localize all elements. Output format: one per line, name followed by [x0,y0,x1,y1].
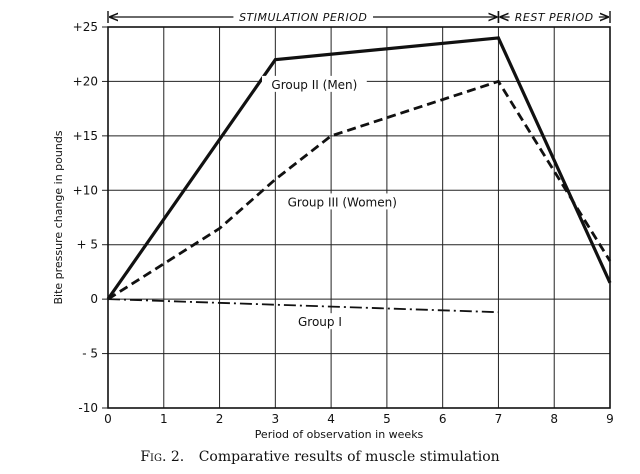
figure-number: Fig. 2. [140,449,185,465]
x-tick-label: 0 [104,412,112,426]
y-axis-title: Bite pressure change in pounds [52,130,65,304]
period-label-bg [233,9,374,24]
period-label-bg [509,9,599,24]
period-bar: STIMULATION PERIOD REST PERIOD [107,9,611,24]
x-tick-label: 5 [383,412,391,426]
series-labels: Group II (Men) Group III (Women) Group I [261,75,406,330]
y-tick-label: 0 [90,292,98,306]
y-tick-label: + 5 [76,238,98,252]
figure-caption: Fig. 2. Comparative results of muscle st… [0,449,640,465]
series-label: Group I [298,315,342,329]
series-line [107,298,499,314]
figure-caption-text: Comparative results of muscle stimulatio… [198,449,500,465]
x-axis-title: Period of observation in weeks [255,428,424,441]
y-tick-label: - 5 [82,347,98,361]
x-tick-labels: 0 1 2 3 4 5 6 7 8 9 [104,412,614,426]
x-tick-label: 6 [439,412,447,426]
series-label: Group II (Men) [271,78,357,92]
y-tick-label: +20 [73,74,98,88]
series-line [107,79,612,301]
series-label-bg [279,193,406,210]
period-label: STIMULATION PERIOD [239,11,367,24]
line-chart: +25 +20 +15 +10 + 5 0 - 5 -10 0 1 2 3 4 5 6 7 8 9 STIMUL… [52,9,614,441]
y-tick-label: -10 [78,401,98,415]
y-tick-label: +15 [73,129,98,143]
series-label: Group III (Women) [288,195,397,209]
x-tick-label: 4 [327,412,335,426]
period-label: REST PERIOD [515,11,594,24]
y-tick-labels: +25 +20 +15 +10 + 5 0 - 5 -10 [73,20,98,415]
series-line [106,36,612,301]
x-tick-label: 2 [216,412,224,426]
x-tick-label: 7 [495,412,503,426]
x-tick-label: 3 [272,412,280,426]
plot-frame [107,26,611,409]
x-tick-label: 1 [160,412,168,426]
series-label-bg [292,313,348,330]
x-tick-label: 9 [606,412,614,426]
y-tick-label: +10 [73,183,98,197]
y-tick-label: +25 [73,20,98,34]
x-tick-label: 8 [550,412,558,426]
series-label-bg [261,75,367,92]
series-lines [106,36,612,314]
